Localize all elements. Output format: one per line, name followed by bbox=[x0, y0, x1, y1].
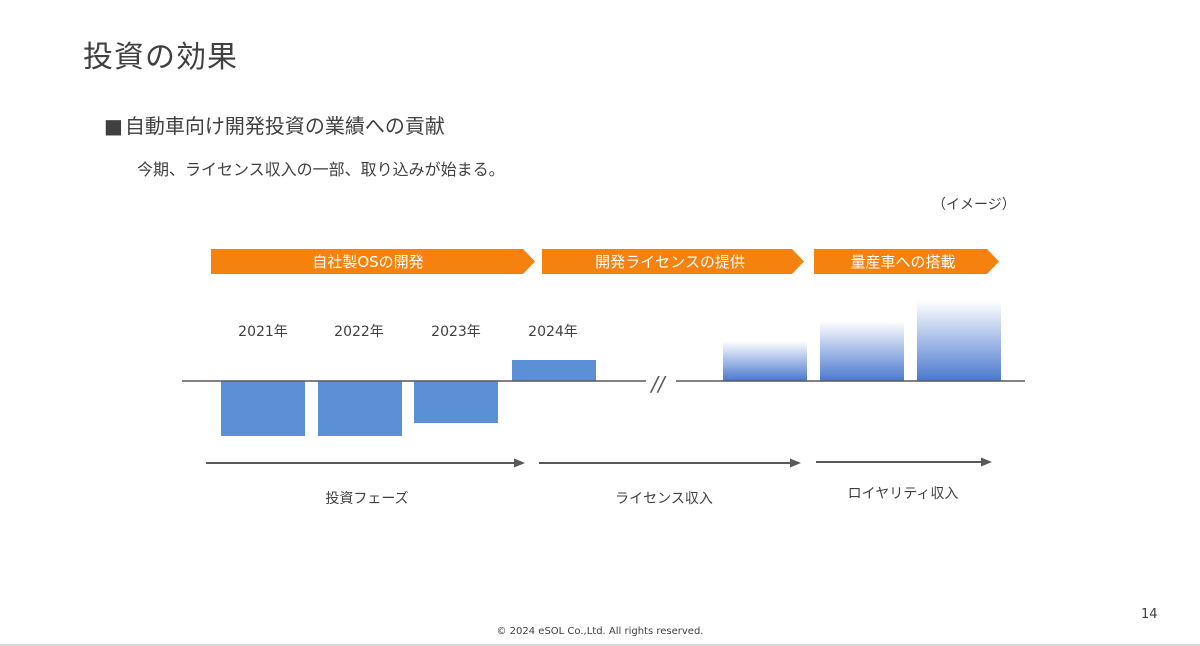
bar-2021 bbox=[221, 381, 305, 436]
bar-2023 bbox=[414, 381, 498, 423]
bar-2024 bbox=[512, 360, 596, 381]
phase-arrow-mass-production bbox=[814, 249, 999, 274]
royalty-bar-1 bbox=[723, 341, 807, 381]
phase-label-mass-production: 量産車への搭載 bbox=[850, 253, 955, 271]
axis-break-mark: // bbox=[649, 372, 667, 396]
phase-label-own-os: 自社製OSの開発 bbox=[312, 253, 423, 271]
phase-arrow-own-os bbox=[211, 249, 535, 274]
bar-2022 bbox=[318, 381, 402, 436]
page-number: 14 bbox=[1141, 607, 1158, 622]
timeline-label-royalty: ロイヤリティ収入 bbox=[848, 486, 959, 502]
timeline-arrowhead-royalty bbox=[981, 457, 992, 467]
image-note: （イメージ） bbox=[932, 197, 1016, 213]
year-label-2023: 2023年 bbox=[431, 324, 481, 340]
summary-text: 今期、ライセンス収入の一部、取り込みが始まる。 bbox=[137, 160, 505, 179]
timeline-label-license: ライセンス収入 bbox=[615, 491, 713, 507]
royalty-bar-3 bbox=[917, 301, 1001, 381]
timeline-arrowhead-investment bbox=[514, 458, 525, 468]
timeline-label-investment: 投資フェーズ bbox=[325, 491, 408, 507]
page-title: 投資の効果 bbox=[83, 40, 238, 75]
copyright-footer: © 2024 eSOL Co.,Ltd. All rights reserved… bbox=[496, 626, 704, 637]
year-label-2021: 2021年 bbox=[238, 324, 288, 340]
bullet-heading: ■ 自動車向け開発投資の業績への貢献 bbox=[104, 110, 445, 139]
investment-bars bbox=[221, 360, 596, 436]
year-label-2024: 2024年 bbox=[528, 324, 578, 340]
bullet-square-icon: ■ bbox=[104, 114, 123, 138]
year-label-2022: 2022年 bbox=[334, 324, 384, 340]
timeline-arrowhead-license bbox=[790, 458, 801, 468]
royalty-bar-2 bbox=[820, 321, 904, 381]
bottom-divider bbox=[0, 644, 1200, 646]
royalty-bars bbox=[723, 301, 1001, 381]
phase-arrow-license bbox=[542, 249, 804, 274]
bullet-heading-text: 自動車向け開発投資の業績への貢献 bbox=[124, 114, 445, 138]
phase-label-license: 開発ライセンスの提供 bbox=[595, 253, 745, 271]
